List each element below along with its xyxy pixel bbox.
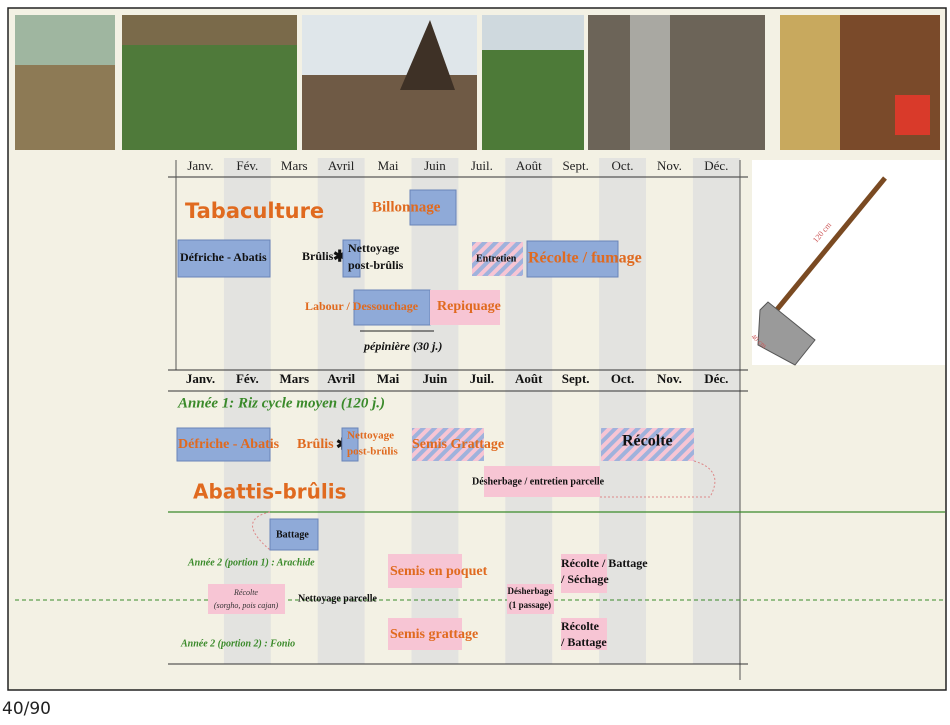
- month-label: Oct.: [611, 371, 634, 386]
- label: Semis en poquet: [390, 564, 488, 579]
- label: / Séchage: [560, 572, 609, 586]
- label: Récolte: [233, 588, 258, 597]
- bar: [430, 290, 500, 325]
- month-label: Janv.: [186, 371, 215, 386]
- label: post-brûlis: [348, 258, 404, 272]
- label: Défriche - Abatis: [178, 437, 280, 452]
- bar: [561, 618, 607, 650]
- bar: [472, 242, 523, 276]
- bar: [507, 584, 554, 614]
- month-label: Mai: [378, 158, 399, 173]
- bar: [388, 554, 462, 588]
- label: Défriche - Abatis: [180, 250, 267, 264]
- label: Labour / Dessouchage: [305, 299, 419, 313]
- month-label: Oct.: [612, 158, 634, 173]
- label: Nettoyage: [348, 241, 400, 255]
- hoe: 120 cm 40 cm: [750, 160, 945, 366]
- label: Récolte / Battage: [561, 556, 648, 570]
- month-label: Mai: [377, 371, 400, 386]
- bar: [484, 466, 600, 497]
- month-label: Avril: [328, 158, 355, 173]
- label: Brûlis: [297, 437, 334, 452]
- month-stripe: [317, 370, 365, 664]
- bar: [388, 618, 462, 650]
- label: Entretien: [476, 253, 517, 264]
- connector: [252, 511, 271, 551]
- photos: [15, 15, 940, 150]
- label: Nettoyage parcelle: [298, 593, 378, 604]
- label: Récolte: [561, 619, 600, 633]
- section-title: Tabaculture: [185, 199, 324, 223]
- month-label: Juil.: [470, 371, 494, 386]
- month-label: Sept.: [562, 371, 590, 386]
- month-label: Déc.: [704, 371, 728, 386]
- label: Semis grattage: [390, 627, 478, 642]
- month-stripe: [692, 370, 740, 664]
- bar: [341, 427, 359, 462]
- month-label: Mars: [281, 158, 308, 173]
- label: (1 passage): [509, 600, 551, 610]
- page-number: 40/90: [2, 699, 51, 719]
- label: Semis Grattage: [412, 437, 504, 452]
- label: / Battage: [560, 635, 607, 649]
- month-stripe: [692, 158, 740, 370]
- label: Billonnage: [372, 199, 441, 215]
- month-label: Mars: [279, 371, 309, 386]
- month-label: Nov.: [657, 371, 682, 386]
- bar: [269, 518, 319, 551]
- label: Récolte / fumage: [528, 250, 642, 267]
- month-stripe: [411, 370, 459, 664]
- month-label: Juin: [423, 371, 448, 386]
- bar: [561, 554, 607, 593]
- month-label: Juil.: [471, 158, 493, 173]
- year-label: Année 1: Riz cycle moyen (120 j.): [177, 395, 385, 411]
- section-title: Abattis-brûlis: [193, 480, 347, 504]
- month-label: Fév.: [236, 158, 258, 173]
- month-label: Juin: [424, 158, 446, 173]
- label: (sorgho, pois cajan): [214, 601, 279, 610]
- bar: [526, 240, 619, 278]
- label: Nettoyage: [347, 430, 394, 442]
- bar: [353, 289, 431, 326]
- bar: [412, 428, 484, 461]
- label: Repiquage: [437, 299, 501, 314]
- month-label: Nov.: [657, 158, 682, 173]
- bar: [177, 239, 271, 278]
- month-stripe: [599, 370, 646, 664]
- label: pépinière (30 j.): [363, 339, 442, 353]
- month-label: Déc.: [704, 158, 728, 173]
- year-label: Année 2 (portion 1) : Arachide: [187, 557, 315, 568]
- bar: [409, 189, 457, 226]
- label: Désherbage: [508, 586, 553, 596]
- bar: [208, 584, 285, 614]
- bar: [176, 427, 271, 462]
- label: Récolte: [622, 433, 673, 450]
- month-label: Janv.: [187, 158, 213, 173]
- bar: [342, 239, 361, 278]
- month-label: Août: [516, 158, 542, 173]
- month-label: Sept.: [562, 158, 588, 173]
- label: post-brûlis: [347, 446, 398, 458]
- label: Battage: [276, 529, 309, 540]
- label: Brûlis: [302, 249, 334, 263]
- year-label: Année 2 (portion 2) : Fonio: [180, 638, 295, 649]
- month-label: Fév.: [236, 371, 259, 386]
- month-label: Août: [515, 371, 543, 386]
- label: Désherbage / entretien parcelle: [472, 476, 605, 487]
- month-label: Avril: [327, 371, 355, 386]
- bar: [601, 428, 694, 461]
- month-stripe: [223, 370, 271, 664]
- month-stripes: [223, 370, 740, 664]
- month-stripe: [505, 370, 553, 664]
